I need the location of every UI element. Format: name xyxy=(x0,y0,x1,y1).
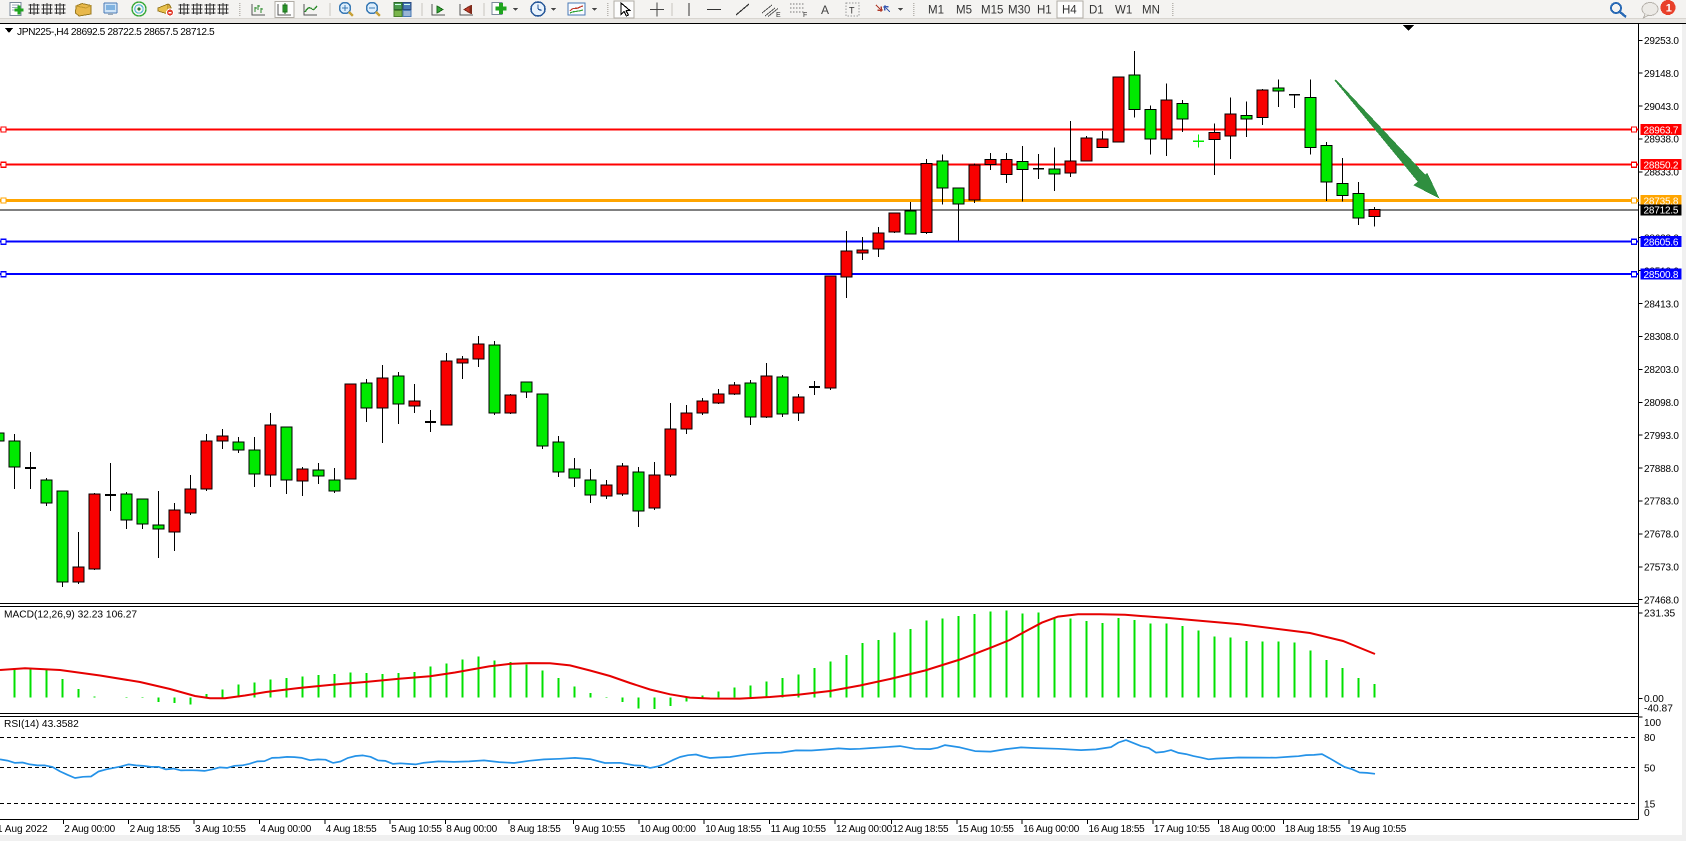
svg-text:50: 50 xyxy=(1644,763,1656,774)
svg-text:1 Aug 2022: 1 Aug 2022 xyxy=(0,824,48,835)
svg-text:2 Aug 00:00: 2 Aug 00:00 xyxy=(64,824,115,835)
svg-text:27573.0: 27573.0 xyxy=(1644,563,1679,574)
svg-text:29043.0: 29043.0 xyxy=(1644,102,1679,113)
svg-text:27888.0: 27888.0 xyxy=(1644,464,1679,475)
svg-text:28098.0: 28098.0 xyxy=(1644,398,1679,409)
svg-text:M30: M30 xyxy=(1008,5,1030,17)
svg-text:0: 0 xyxy=(1644,808,1650,819)
svg-text:28938.0: 28938.0 xyxy=(1644,135,1679,146)
svg-text:12 Aug 18:55: 12 Aug 18:55 xyxy=(892,824,949,835)
svg-text:M1: M1 xyxy=(928,5,944,17)
svg-text:27993.0: 27993.0 xyxy=(1644,431,1679,442)
svg-text:M5: M5 xyxy=(956,5,972,17)
svg-text:28833.0: 28833.0 xyxy=(1644,168,1679,179)
svg-text:10 Aug 00:00: 10 Aug 00:00 xyxy=(640,824,697,835)
svg-text:231.35: 231.35 xyxy=(1644,609,1675,620)
svg-text:W1: W1 xyxy=(1115,5,1132,17)
svg-text:10 Aug 18:55: 10 Aug 18:55 xyxy=(705,824,762,835)
svg-text:D1: D1 xyxy=(1089,5,1104,17)
svg-text:3 Aug 10:55: 3 Aug 10:55 xyxy=(195,824,246,835)
svg-text:5 Aug 10:55: 5 Aug 10:55 xyxy=(391,824,442,835)
svg-text:15 Aug 10:55: 15 Aug 10:55 xyxy=(958,824,1015,835)
svg-text:28308.0: 28308.0 xyxy=(1644,332,1679,343)
svg-text:28850.2: 28850.2 xyxy=(1644,160,1679,171)
svg-text:28963.7: 28963.7 xyxy=(1644,125,1679,136)
svg-text:28735.8: 28735.8 xyxy=(1644,196,1679,207)
svg-text:16 Aug 18:55: 16 Aug 18:55 xyxy=(1089,824,1146,835)
svg-text:29148.0: 29148.0 xyxy=(1644,69,1679,80)
svg-text:JPN225-,H4 28692.5 28722.5 28: JPN225-,H4 28692.5 28722.5 28657.5 28712… xyxy=(17,27,215,38)
svg-text:2 Aug 18:55: 2 Aug 18:55 xyxy=(130,824,181,835)
svg-text:11 Aug 10:55: 11 Aug 10:55 xyxy=(771,824,827,835)
svg-text:29253.0: 29253.0 xyxy=(1644,36,1679,47)
svg-text:8 Aug 18:55: 8 Aug 18:55 xyxy=(510,824,561,835)
svg-text:A: A xyxy=(821,3,829,17)
svg-text:27783.0: 27783.0 xyxy=(1644,497,1679,508)
svg-text:E: E xyxy=(776,12,781,19)
svg-text:1: 1 xyxy=(1666,3,1672,15)
svg-text:15: 15 xyxy=(1644,799,1656,810)
svg-text:T: T xyxy=(849,6,855,16)
svg-text:28605.6: 28605.6 xyxy=(1644,237,1679,248)
svg-text:F: F xyxy=(803,12,807,19)
svg-text:27678.0: 27678.0 xyxy=(1644,530,1679,541)
svg-text:MN: MN xyxy=(1142,5,1160,17)
svg-text:100: 100 xyxy=(1644,718,1661,729)
svg-text:4 Aug 00:00: 4 Aug 00:00 xyxy=(260,824,311,835)
svg-text:H4: H4 xyxy=(1062,5,1077,17)
svg-text:28712.5: 28712.5 xyxy=(1644,206,1679,217)
svg-text:M15: M15 xyxy=(981,5,1003,17)
svg-text:28413.0: 28413.0 xyxy=(1644,299,1679,310)
svg-text:RSI(14) 43.3582: RSI(14) 43.3582 xyxy=(4,719,79,730)
svg-text:16 Aug 00:00: 16 Aug 00:00 xyxy=(1023,824,1080,835)
svg-text:18 Aug 00:00: 18 Aug 00:00 xyxy=(1219,824,1276,835)
svg-text:0.00: 0.00 xyxy=(1644,694,1664,705)
svg-text:H1: H1 xyxy=(1037,5,1052,17)
svg-text:19 Aug 10:55: 19 Aug 10:55 xyxy=(1350,824,1407,835)
svg-text:8 Aug 00:00: 8 Aug 00:00 xyxy=(446,824,497,835)
svg-text:9 Aug 10:55: 9 Aug 10:55 xyxy=(574,824,625,835)
svg-text:17 Aug 10:55: 17 Aug 10:55 xyxy=(1154,824,1211,835)
svg-text:12 Aug 00:00: 12 Aug 00:00 xyxy=(836,824,893,835)
svg-text:-40.87: -40.87 xyxy=(1644,703,1673,714)
svg-text:18 Aug 18:55: 18 Aug 18:55 xyxy=(1285,824,1342,835)
svg-text:MACD(12,26,9) 32.23 106.27: MACD(12,26,9) 32.23 106.27 xyxy=(4,610,137,621)
svg-text:28500.8: 28500.8 xyxy=(1644,270,1679,281)
svg-text:28203.0: 28203.0 xyxy=(1644,365,1679,376)
svg-text:4 Aug 18:55: 4 Aug 18:55 xyxy=(326,824,377,835)
svg-text:80: 80 xyxy=(1644,733,1656,744)
svg-text:27468.0: 27468.0 xyxy=(1644,595,1679,606)
